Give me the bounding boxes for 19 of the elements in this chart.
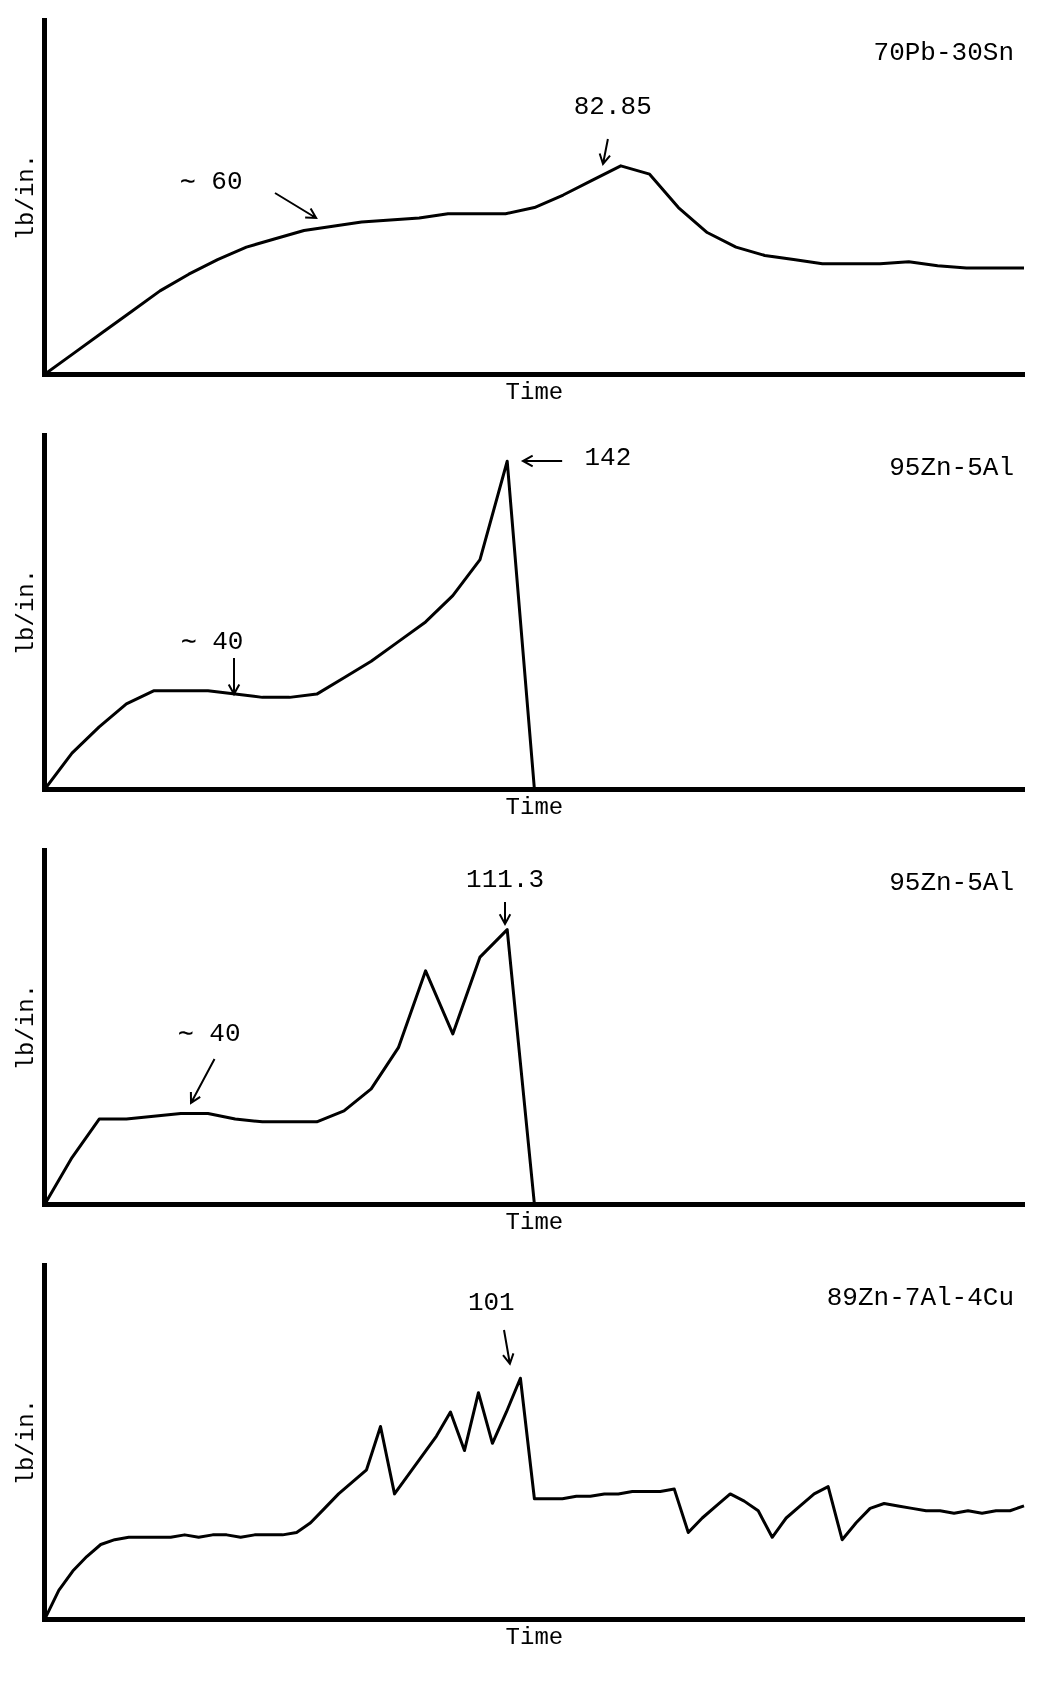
chart-title: 95Zn-5Al [889, 452, 1014, 483]
y-axis-title: lb/in. [12, 983, 40, 1071]
text: 82.85 [573, 92, 652, 123]
chart-title: 70Pb-30Sn [873, 37, 1014, 68]
annotation: ∼ 60 [180, 167, 243, 198]
annotation: ∼ 40 [178, 1018, 241, 1049]
y-axis-title: lb/in. [12, 1398, 40, 1486]
x-axis-title: Time [505, 1623, 564, 1651]
chart-title: 89Zn-7Al-4Cu [826, 1282, 1014, 1313]
text: 111.3 [466, 865, 545, 896]
chart-title: 95Zn-5Al [889, 867, 1014, 898]
x-axis-title: Time [505, 1208, 564, 1236]
annotation: ∼ 40 [181, 626, 244, 657]
text: 101 [467, 1288, 515, 1319]
annotation: 142 [584, 442, 632, 473]
x-axis-title: Time [505, 793, 564, 821]
x-axis-title: Time [505, 378, 564, 406]
y-axis-title: lb/in. [12, 568, 40, 656]
y-axis-title: lb/in. [12, 153, 40, 241]
